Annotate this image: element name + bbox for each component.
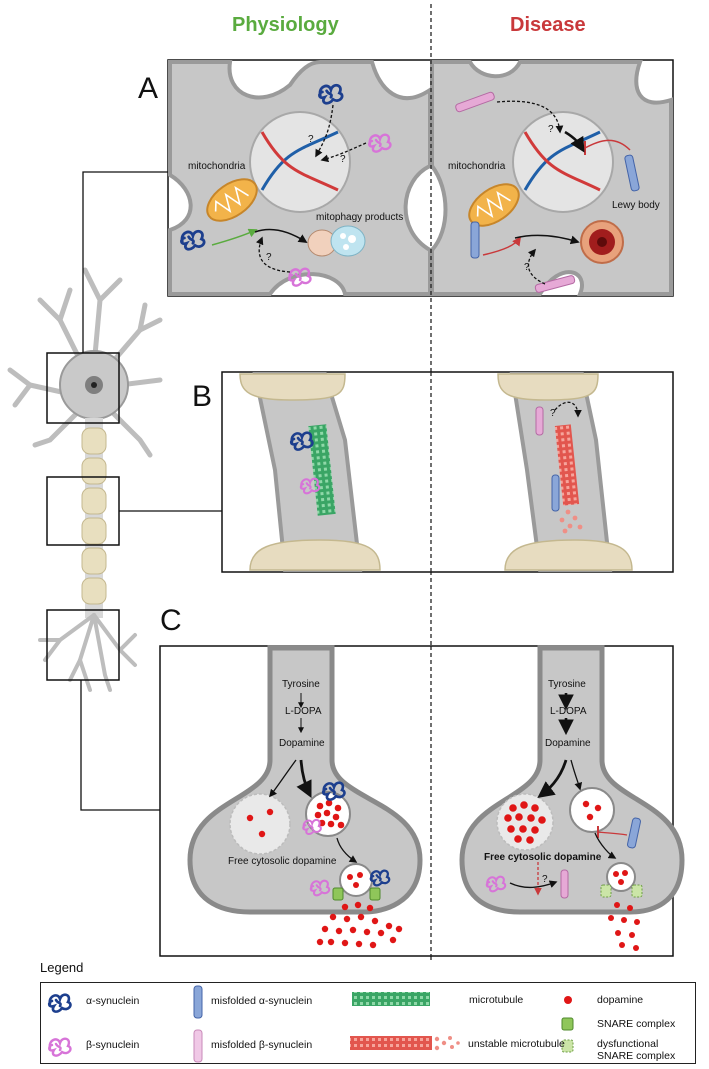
legend-box bbox=[40, 982, 696, 1064]
legend-dys-snare-label-1: dysfunctional bbox=[597, 1038, 659, 1050]
neuron-illustration bbox=[7, 171, 222, 811]
label-dopamine-dis: Dopamine bbox=[545, 738, 591, 749]
panel-a-box bbox=[167, 59, 674, 297]
panel-letter-a: A bbox=[138, 72, 159, 105]
misfolded-beta-b bbox=[535, 406, 544, 436]
mitochondria-phys bbox=[206, 178, 258, 222]
misfolded-beta-a1 bbox=[455, 91, 495, 113]
label-tyrosine-dis: Tyrosine bbox=[548, 679, 586, 690]
legend-debris-icon bbox=[434, 1036, 460, 1051]
panel-b-box bbox=[221, 371, 674, 573]
dna-dis bbox=[523, 130, 601, 192]
dys-snare-1 bbox=[600, 884, 612, 898]
label-free-dopamine-phys: Free cytosolic dopamine bbox=[228, 856, 337, 867]
dna-phys bbox=[260, 130, 339, 192]
header-disease: Disease bbox=[510, 14, 586, 36]
legend-unstable-icon bbox=[350, 1036, 432, 1050]
label-ldopa-dis: L-DOPA bbox=[550, 706, 587, 717]
vesicle-release-dis bbox=[606, 862, 636, 892]
legend-alpha-label: α-synuclein bbox=[86, 995, 140, 1007]
legend-snare-icon bbox=[561, 1017, 574, 1031]
misfolded-beta-a2 bbox=[534, 275, 576, 293]
unstable-microtubule-b bbox=[554, 424, 580, 506]
legend-microtubule-icon bbox=[352, 992, 430, 1006]
released-dopamine-phys bbox=[316, 901, 403, 949]
lewy-body bbox=[580, 220, 624, 264]
label-ldopa-phys: L-DOPA bbox=[285, 706, 322, 717]
legend-dys-snare-icon bbox=[561, 1039, 574, 1053]
microtubule-b bbox=[308, 424, 336, 516]
label-free-dopamine-dis: Free cytosolic dopamine bbox=[484, 852, 602, 863]
misfolded-alpha-a1 bbox=[624, 154, 640, 192]
panel-letter-b: B bbox=[192, 380, 213, 413]
q-c1: ? bbox=[542, 874, 548, 885]
legend-dopamine-label: dopamine bbox=[597, 994, 644, 1006]
legend-icons bbox=[47, 985, 574, 1063]
q-a2: ? bbox=[340, 154, 346, 165]
nucleus-phys bbox=[249, 111, 351, 213]
label-mitochondria-dis: mitochondria bbox=[448, 161, 506, 172]
header-physiology: Physiology bbox=[232, 14, 339, 36]
panel-letter-c: C bbox=[160, 604, 182, 637]
label-tyrosine-phys: Tyrosine bbox=[282, 679, 320, 690]
vesicle-release-phys bbox=[339, 863, 373, 897]
legend-mis-beta-label: misfolded β-synuclein bbox=[211, 1039, 313, 1051]
nucleus-dis bbox=[512, 111, 614, 213]
misfolded-alpha-a2 bbox=[470, 221, 480, 259]
q-a3: ? bbox=[266, 252, 272, 263]
legend-beta-label: β-synuclein bbox=[86, 1039, 140, 1051]
mitochondria-dis bbox=[468, 183, 520, 227]
vesicle-half-dis bbox=[569, 787, 615, 833]
legend-dopamine-icon bbox=[564, 996, 572, 1004]
legend-unstable-label: unstable microtubule bbox=[468, 1038, 565, 1050]
legend-dys-snare-label-2: SNARE complex bbox=[597, 1050, 676, 1062]
microtubule-debris bbox=[559, 509, 583, 534]
q-a5: ? bbox=[524, 262, 530, 273]
mitophagy-products-phys bbox=[307, 225, 366, 257]
label-mitophagy-products: mitophagy products bbox=[316, 212, 404, 223]
label-lewy-body: Lewy body bbox=[612, 200, 660, 211]
q-a4: ? bbox=[548, 124, 554, 135]
legend-mis-alpha-label: misfolded α-synuclein bbox=[211, 995, 313, 1007]
dys-snare-2 bbox=[631, 884, 643, 898]
legend-title: Legend bbox=[40, 960, 84, 975]
misfolded-beta-c bbox=[560, 869, 569, 899]
snare-phys-1 bbox=[332, 887, 344, 901]
panel-c-box bbox=[159, 645, 685, 957]
label-mitochondria-phys: mitochondria bbox=[188, 161, 246, 172]
legend-microtubule-label: microtubule bbox=[469, 994, 524, 1006]
q-b1: ? bbox=[550, 408, 556, 419]
legend-mis-beta-icon bbox=[193, 1029, 203, 1063]
released-dopamine-dis bbox=[608, 902, 640, 951]
snare-phys-2 bbox=[369, 887, 381, 901]
q-a1: ? bbox=[308, 134, 314, 145]
legend-mis-alpha-icon bbox=[193, 985, 203, 1019]
misfolded-alpha-b bbox=[551, 474, 560, 512]
label-dopamine-phys: Dopamine bbox=[279, 738, 325, 749]
legend-snare-label: SNARE complex bbox=[597, 1018, 676, 1030]
misfolded-alpha-c bbox=[627, 817, 641, 849]
free-dopamine-pool-phys bbox=[229, 793, 291, 855]
